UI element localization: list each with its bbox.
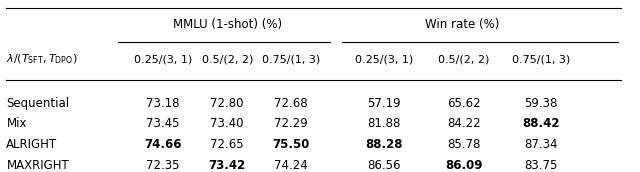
Text: 85.78: 85.78: [447, 138, 481, 151]
Text: Mix: Mix: [6, 117, 27, 130]
Text: 72.65: 72.65: [211, 138, 244, 151]
Text: 0.25/(3, 1): 0.25/(3, 1): [134, 54, 193, 64]
Text: 81.88: 81.88: [367, 117, 401, 130]
Text: 0.5/(2, 2): 0.5/(2, 2): [202, 54, 253, 64]
Text: 75.50: 75.50: [273, 138, 310, 151]
Text: 0.75/(1, 3): 0.75/(1, 3): [262, 54, 321, 64]
Text: 72.29: 72.29: [275, 117, 308, 130]
Text: 88.28: 88.28: [365, 138, 403, 151]
Text: MMLU (1-shot) (%): MMLU (1-shot) (%): [173, 18, 282, 31]
Text: 57.19: 57.19: [367, 97, 401, 110]
Text: 74.66: 74.66: [145, 138, 182, 151]
Text: 73.45: 73.45: [147, 117, 180, 130]
Text: 0.5/(2, 2): 0.5/(2, 2): [438, 54, 490, 64]
Text: 73.42: 73.42: [209, 159, 246, 172]
Text: MAXRIGHT: MAXRIGHT: [6, 159, 69, 172]
Text: 72.80: 72.80: [211, 97, 244, 110]
Text: 73.18: 73.18: [147, 97, 180, 110]
Text: 84.22: 84.22: [447, 117, 481, 130]
Text: Win rate (%): Win rate (%): [425, 18, 500, 31]
Text: 72.35: 72.35: [147, 159, 180, 172]
Text: 86.56: 86.56: [367, 159, 401, 172]
Text: 88.42: 88.42: [522, 117, 559, 130]
Text: 65.62: 65.62: [447, 97, 481, 110]
Text: ALRIGHT: ALRIGHT: [6, 138, 58, 151]
Text: $\lambda/(T_{\mathrm{SFT}},T_{\mathrm{DPO}})$: $\lambda/(T_{\mathrm{SFT}},T_{\mathrm{DP…: [6, 52, 78, 66]
Text: 87.34: 87.34: [524, 138, 557, 151]
Text: 83.75: 83.75: [524, 159, 557, 172]
Text: 0.75/(1, 3): 0.75/(1, 3): [511, 54, 570, 64]
Text: Sequential: Sequential: [6, 97, 70, 110]
Text: 59.38: 59.38: [524, 97, 557, 110]
Text: 73.40: 73.40: [211, 117, 244, 130]
Text: 86.09: 86.09: [445, 159, 483, 172]
Text: 0.25/(3, 1): 0.25/(3, 1): [355, 54, 413, 64]
Text: 74.24: 74.24: [275, 159, 308, 172]
Text: 72.68: 72.68: [275, 97, 308, 110]
